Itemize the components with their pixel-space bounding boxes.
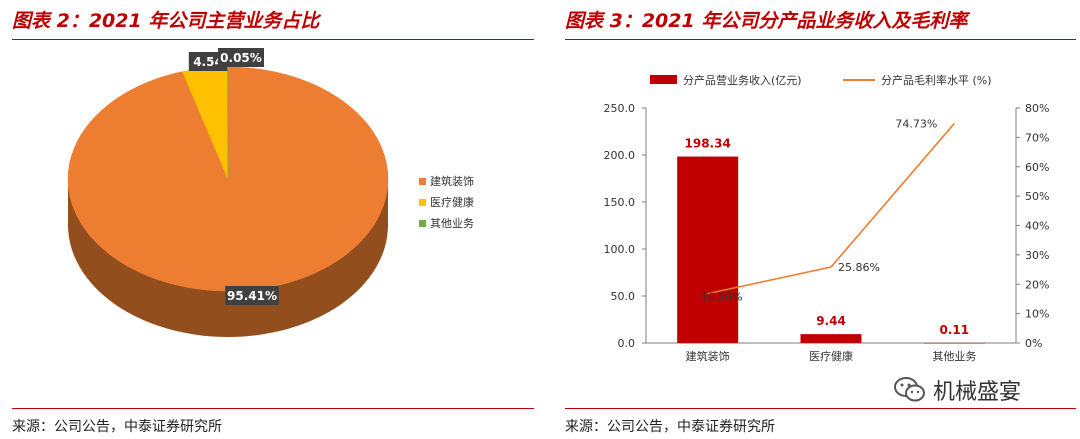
pie-data-label-box-2 [218, 48, 264, 67]
pie-data-label-box-0 [225, 286, 279, 305]
right-chart-title: 图表 3：2021 年公司分产品业务收入及毛利率 [565, 10, 968, 32]
pie-data-label-box-1 [188, 52, 228, 71]
pie-data-label-text-2: 0.05% [220, 51, 262, 65]
left-y-tick-label-4: 200.0 [604, 149, 636, 162]
right-y-tick-label-3: 30% [1025, 249, 1049, 262]
pie-legend-swatch-0 [419, 178, 426, 185]
bar-data-label-1: 9.44 [816, 314, 846, 328]
right-y-tick-label-1: 10% [1025, 308, 1049, 321]
left-y-tick-label-3: 150.0 [604, 196, 636, 209]
pie-data-label-text-0: 95.41% [227, 289, 277, 303]
bar-1 [800, 334, 862, 343]
legend-swatch-bar [650, 75, 677, 84]
right-panel: 图表 3：2021 年公司分产品业务收入及毛利率 分产品营业务收入(亿元) 分产品… [553, 0, 1080, 439]
right-y-tick-label-4: 40% [1025, 220, 1049, 233]
pie-legend-label-2: 其他业务 [430, 217, 474, 230]
pie-legend-label-1: 医疗健康 [430, 195, 474, 209]
left-title-rule [12, 39, 534, 40]
right-source-note: 来源：公司公告，中泰证券研究所 [565, 419, 775, 435]
left-source-rule [12, 408, 534, 409]
bar-data-label-2: 0.11 [940, 323, 970, 337]
right-source-rule [565, 408, 1076, 409]
x-tick-label-2: 其他业务 [932, 350, 976, 363]
right-y-tick-label-0: 0% [1025, 337, 1042, 350]
line-data-label-2: 74.73% [895, 117, 937, 130]
pie-side-wall [68, 179, 388, 337]
line-data-label-1: 25.86% [838, 261, 880, 274]
right-y-tick-label-2: 20% [1025, 278, 1049, 291]
left-source-note: 来源：公司公告，中泰证券研究所 [12, 419, 222, 435]
pie-data-label-1: 4.54 [188, 52, 228, 71]
pie-legend-label-0: 建筑装饰 [430, 174, 474, 188]
pie-data-label-0: 95.41% [225, 286, 279, 305]
right-title-rule [565, 39, 1076, 40]
pie-data-label-2: 0.05% [218, 48, 264, 67]
line-data-label-0: 16.80% [701, 291, 743, 304]
bar-0 [677, 156, 739, 343]
x-tick-label-1: 医疗健康 [809, 349, 853, 363]
combo-legend: 分产品营业务收入(亿元) 分产品毛利率水平 (%) [650, 73, 992, 87]
x-tick-label-0: 建筑装饰 [686, 349, 730, 363]
left-y-tick-label-2: 100.0 [604, 243, 636, 256]
watermark: 机械盛宴 [893, 370, 1021, 410]
right-y-tick-label-8: 80% [1025, 102, 1049, 115]
bar-data-label-0: 198.34 [685, 137, 731, 151]
legend-label-bar: 分产品营业务收入(亿元) [683, 73, 802, 87]
watermark-text: 机械盛宴 [933, 380, 1022, 405]
right-y-tick-label-6: 60% [1025, 161, 1049, 174]
margin-line [707, 122, 955, 295]
left-y-tick-label-1: 50.0 [611, 290, 636, 303]
pie-data-label-text-1: 4.54 [193, 55, 223, 69]
left-y-tick-label-5: 250.0 [604, 102, 636, 115]
bar-line-chart: 分产品营业务收入(亿元) 分产品毛利率水平 (%) 0.0 50.0 100.0 150.… [604, 73, 1050, 363]
pie-legend-swatch-1 [419, 199, 426, 206]
right-y-tick-label-5: 50% [1025, 190, 1049, 203]
wechat-icon [894, 377, 925, 402]
left-chart-title: 图表 2：2021 年公司主营业务占比 [12, 10, 320, 32]
bar-2 [923, 342, 985, 344]
left-panel: 图表 2：2021 年公司主营业务占比 95.41% 4.54 0.05% 建筑装饰医… [0, 0, 538, 439]
left-y-tick-label-0: 0.0 [618, 337, 636, 350]
legend-label-line: 分产品毛利率水平 (%) [881, 73, 992, 87]
right-y-tick-label-7: 70% [1025, 131, 1049, 144]
pie-legend-swatch-2 [419, 220, 426, 227]
